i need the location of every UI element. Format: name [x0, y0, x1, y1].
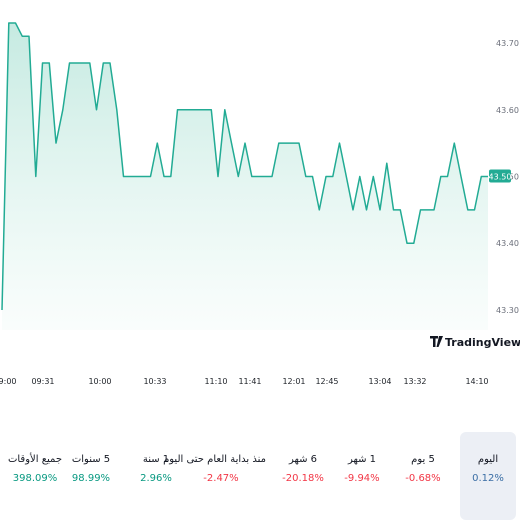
period-label: 6 شهر [288, 454, 318, 465]
y-tick-label: 43.30 [496, 306, 519, 315]
last-price-label: 43.50 [489, 169, 512, 183]
period-tab-4[interactable]: منذ بداية العام حتى اليوم 2.47%- [163, 432, 266, 520]
period-label: 5 سنوات [71, 454, 111, 465]
watermark-text: TradingView [445, 336, 520, 349]
x-tick-label: 12:45 [315, 377, 338, 386]
period-change-value: 20.18%- [282, 473, 324, 484]
period-tab-5[interactable]: 1 سنة 2.96% [128, 432, 184, 520]
period-tab-7[interactable]: جميع الأوقات 398.09% [7, 432, 63, 520]
x-tick-label: 13:32 [403, 377, 426, 386]
x-tick-label: 10:33 [143, 377, 166, 386]
period-tab-6[interactable]: 5 سنوات 98.99% [63, 432, 119, 520]
x-tick-label: 09:00 [0, 377, 17, 386]
price-chart[interactable]: 43.70 43.60 43.50 43.40 43.30 09:00 09:31 10:0… [0, 0, 520, 400]
performance-periods: اليوم 0.12% 5 يوم 0.68%- 1 شهر 9.94%- 6 شهر 20.… [0, 432, 520, 520]
x-tick-label: 13:04 [368, 377, 391, 386]
y-tick-label: 43.70 [496, 39, 519, 48]
period-change-value: 398.09% [12, 473, 58, 484]
tradingview-watermark: TradingView [430, 336, 520, 349]
x-tick-label: 09:31 [31, 377, 54, 386]
x-tick-label: 11:41 [238, 377, 261, 386]
period-change-value: 2.47%- [203, 473, 239, 484]
period-tab-0[interactable]: اليوم 0.12% [460, 432, 516, 520]
price-line [1, 22, 488, 311]
price-area-fill [2, 23, 488, 330]
x-tick-label: 14:10 [465, 377, 488, 386]
period-change-value: 9.94%- [344, 473, 380, 484]
period-label: 1 سنة [142, 454, 170, 465]
period-label: منذ بداية العام حتى اليوم [163, 454, 266, 465]
x-tick-label: 12:01 [282, 377, 305, 386]
y-tick-label: 43.40 [496, 239, 519, 248]
x-axis: 09:00 09:31 10:00 10:33 11:10 11:41 12:01 12:45… [0, 377, 489, 386]
period-change-value: 98.99% [71, 473, 111, 484]
tradingview-logo-icon [430, 336, 443, 347]
period-tab-2[interactable]: 1 شهر 9.94%- [334, 432, 390, 520]
period-change-value: 0.68%- [405, 473, 441, 484]
period-label: 1 شهر [347, 454, 377, 465]
y-tick-label: 43.60 [496, 106, 519, 115]
x-tick-label: 11:10 [204, 377, 227, 386]
period-tab-3[interactable]: 6 شهر 20.18%- [275, 432, 331, 520]
period-label: جميع الأوقات [7, 454, 63, 465]
x-tick-label: 10:00 [88, 377, 111, 386]
period-tab-1[interactable]: 5 يوم 0.68%- [395, 432, 451, 520]
period-change-value: 0.12% [472, 473, 504, 484]
svg-text:43.50: 43.50 [489, 173, 512, 182]
period-label: 5 يوم [411, 454, 435, 465]
period-label: اليوم [477, 454, 499, 465]
period-change-value: 2.96% [140, 473, 172, 484]
